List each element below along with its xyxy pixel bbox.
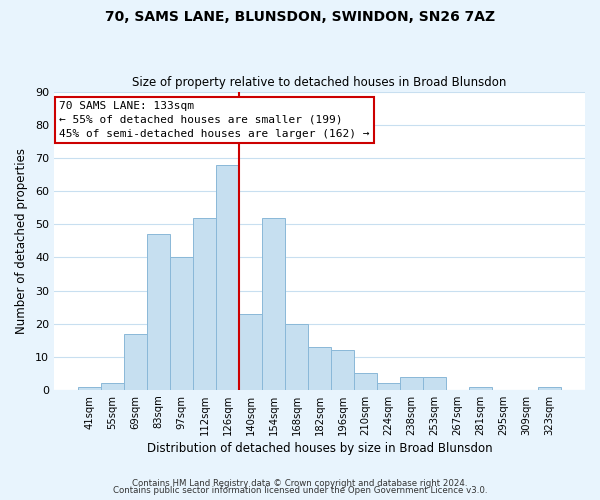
Bar — [262, 218, 285, 390]
X-axis label: Distribution of detached houses by size in Broad Blunsdon: Distribution of detached houses by size … — [146, 442, 492, 455]
Title: Size of property relative to detached houses in Broad Blunsdon: Size of property relative to detached ho… — [132, 76, 506, 90]
Text: 70 SAMS LANE: 133sqm
← 55% of detached houses are smaller (199)
45% of semi-deta: 70 SAMS LANE: 133sqm ← 55% of detached h… — [59, 101, 370, 139]
Bar — [423, 376, 446, 390]
Bar — [538, 386, 561, 390]
Text: Contains HM Land Registry data © Crown copyright and database right 2024.: Contains HM Land Registry data © Crown c… — [132, 478, 468, 488]
Bar — [216, 165, 239, 390]
Y-axis label: Number of detached properties: Number of detached properties — [15, 148, 28, 334]
Bar — [101, 383, 124, 390]
Text: 70, SAMS LANE, BLUNSDON, SWINDON, SN26 7AZ: 70, SAMS LANE, BLUNSDON, SWINDON, SN26 7… — [105, 10, 495, 24]
Bar — [354, 374, 377, 390]
Bar — [377, 383, 400, 390]
Bar — [331, 350, 354, 390]
Bar — [124, 334, 147, 390]
Bar — [239, 314, 262, 390]
Bar — [193, 218, 216, 390]
Bar — [469, 386, 492, 390]
Bar — [285, 324, 308, 390]
Bar — [78, 386, 101, 390]
Bar — [170, 258, 193, 390]
Bar — [308, 347, 331, 390]
Bar — [147, 234, 170, 390]
Bar — [400, 376, 423, 390]
Text: Contains public sector information licensed under the Open Government Licence v3: Contains public sector information licen… — [113, 486, 487, 495]
